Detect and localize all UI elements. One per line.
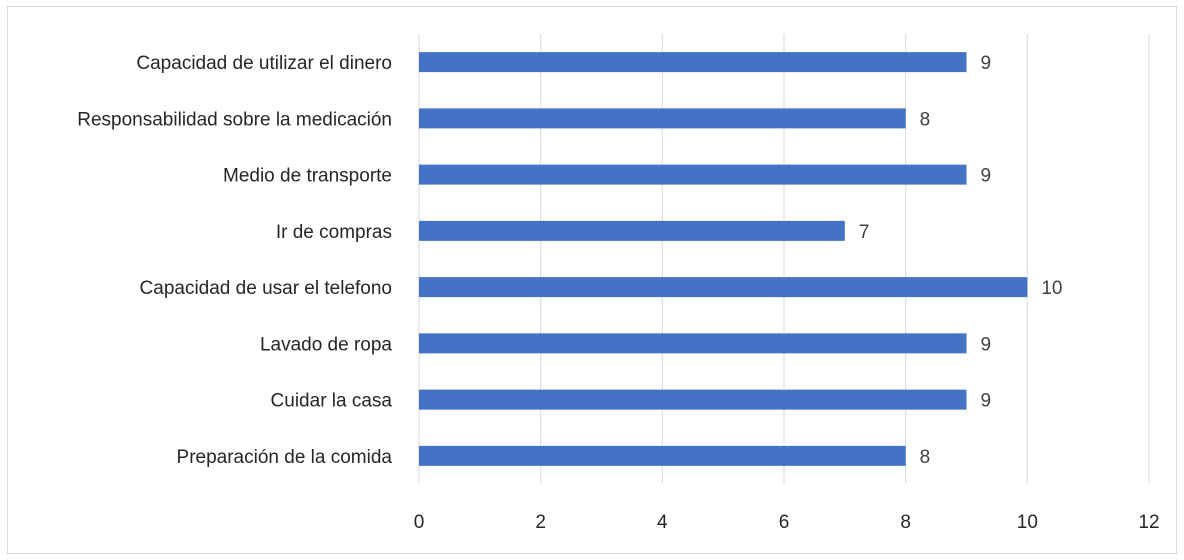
category-label: Capacidad de usar el telefono: [140, 278, 392, 299]
data-labels: 9 8 9 7 10 9 9 8: [859, 53, 1063, 468]
bar: [419, 277, 1028, 298]
x-tick-label: 2: [535, 512, 546, 533]
category-label: Responsabilidad sobre la medicación: [77, 109, 392, 130]
bar: [419, 164, 967, 185]
bar: [419, 52, 967, 73]
data-label: 9: [981, 166, 992, 187]
bar: [419, 445, 906, 466]
x-tick-label: 4: [657, 512, 668, 533]
bars: [419, 52, 1028, 466]
data-label: 8: [920, 109, 931, 130]
data-label: 9: [981, 391, 992, 412]
data-label: 9: [981, 334, 992, 355]
category-label: Capacidad de utilizar el dinero: [136, 53, 392, 74]
x-tick-label: 10: [1017, 512, 1038, 533]
bar: [419, 108, 906, 129]
data-label: 9: [981, 53, 992, 74]
data-label: 10: [1041, 278, 1062, 299]
category-label: Medio de transporte: [223, 166, 392, 187]
x-tick-label: 8: [900, 512, 911, 533]
category-label: Ir de compras: [276, 222, 392, 243]
category-label: Lavado de ropa: [260, 334, 392, 355]
data-label: 8: [920, 447, 931, 468]
x-tick-label: 12: [1138, 512, 1159, 533]
bar: [419, 389, 967, 410]
bar: [419, 220, 845, 241]
category-label: Preparación de la comida: [177, 447, 393, 468]
category-labels: Capacidad de utilizar el dinero Responsab…: [77, 53, 392, 468]
category-label: Cuidar la casa: [271, 391, 393, 412]
data-label: 7: [859, 222, 870, 243]
gridlines: [418, 34, 1150, 484]
x-tick-label: 0: [414, 512, 425, 533]
x-tick-label: 6: [779, 512, 790, 533]
bar: [419, 333, 967, 354]
x-axis-tick-labels: 0 2 4 6 8 10 12: [414, 512, 1160, 533]
